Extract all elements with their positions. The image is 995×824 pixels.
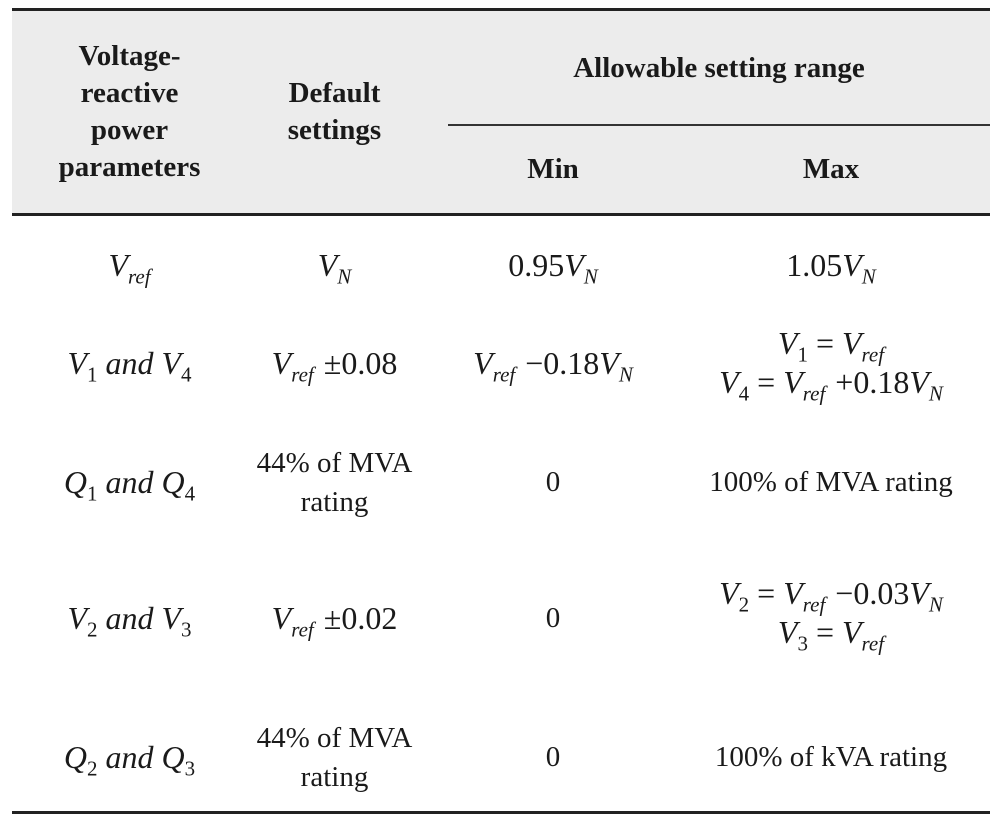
math-expression: Q2 and Q3 <box>63 739 196 781</box>
header-bottom-rule <box>12 213 990 216</box>
header-param-line: Voltage- <box>78 40 181 72</box>
row-v2v3-max: V2 = Vref −0.03VN V3 = Vref <box>672 555 990 670</box>
header-default-line: settings <box>287 114 382 146</box>
row-vref-param: Vref <box>12 230 247 300</box>
row-q1q4-max: 100% of MVA rating <box>672 440 990 525</box>
min-value: 0 <box>545 466 561 498</box>
math-expression: V3 = Vref <box>777 613 885 655</box>
row-vref-default: VN <box>247 230 422 300</box>
row-v1v4-max: V1 = Vref V4 = Vref +0.18VN <box>672 318 990 408</box>
row-q2q3-param: Q2 and Q3 <box>12 710 247 805</box>
top-rule <box>12 8 990 11</box>
table-header-background <box>12 10 990 215</box>
default-line: 44% of MVA <box>256 721 413 754</box>
header-max: Max <box>672 126 990 213</box>
row-q1q4-min: 0 <box>448 440 658 525</box>
row-v1v4-param: V1 and V4 <box>12 318 247 408</box>
header-range: Allowable setting range <box>448 12 990 124</box>
header-param: Voltage- reactive power parameters <box>12 12 247 212</box>
math-expression: Vref −0.18VN <box>473 344 633 386</box>
row-v1v4-min: Vref −0.18VN <box>448 318 658 408</box>
min-value: 0 <box>545 601 561 634</box>
row-vref-max: 1.05VN <box>672 230 990 300</box>
header-param-line: power <box>90 114 169 146</box>
row-q2q3-max: 100% of kVA rating <box>672 710 990 805</box>
row-q1q4-default: 44% of MVA rating <box>247 440 422 525</box>
header-range-label: Allowable setting range <box>573 51 865 84</box>
row-v1v4-default: Vref ±0.08 <box>247 318 422 408</box>
row-q2q3-min: 0 <box>448 710 658 805</box>
math-expression: VN <box>317 246 352 288</box>
bottom-rule <box>12 811 990 814</box>
row-v2v3-default: Vref ±0.02 <box>247 563 422 673</box>
row-q2q3-default: 44% of MVA rating <box>247 710 422 805</box>
math-expression: V4 = Vref +0.18VN <box>719 364 943 406</box>
min-value: 0 <box>545 741 561 773</box>
math-expression: Q1 and Q4 <box>63 464 196 506</box>
row-q1q4-param: Q1 and Q4 <box>12 440 247 525</box>
header-param-line: parameters <box>58 151 201 183</box>
math-expression: V2 and V3 <box>67 599 192 641</box>
row-vref-min: 0.95VN <box>448 230 658 300</box>
header-max-label: Max <box>802 153 860 185</box>
max-value: 100% of MVA rating <box>709 466 953 498</box>
math-expression: Vref ±0.02 <box>271 599 398 641</box>
math-expression: 0.95VN <box>508 246 598 288</box>
math-expression: Vref ±0.08 <box>271 344 398 386</box>
math-expression: Vref <box>108 246 151 288</box>
max-value: 100% of kVA rating <box>714 741 948 773</box>
header-default: Default settings <box>247 12 422 212</box>
default-line: rating <box>300 485 369 518</box>
math-expression: V2 = Vref −0.03VN <box>719 574 943 616</box>
default-line: rating <box>300 760 369 793</box>
range-subheader-rule <box>448 124 990 126</box>
header-min: Min <box>448 126 658 213</box>
header-default-line: Default <box>288 77 381 109</box>
header-min-label: Min <box>527 153 579 185</box>
default-line: 44% of MVA <box>256 446 413 479</box>
math-expression: 1.05VN <box>786 246 876 288</box>
row-v2v3-min: 0 <box>448 563 658 673</box>
math-expression: V1 = Vref <box>777 325 885 367</box>
row-v2v3-param: V2 and V3 <box>12 563 247 673</box>
math-expression: V1 and V4 <box>67 344 192 386</box>
header-param-line: reactive <box>80 77 179 109</box>
